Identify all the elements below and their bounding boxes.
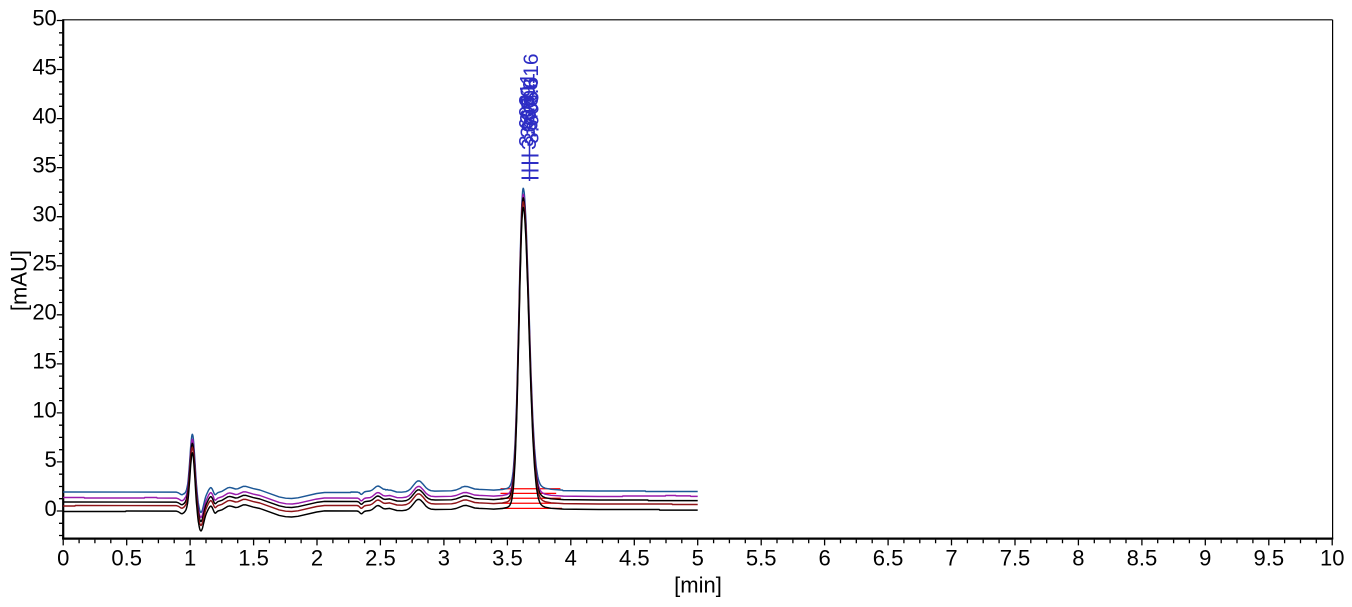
svg-text:9: 9 (1199, 546, 1211, 571)
svg-text:1: 1 (184, 546, 196, 571)
svg-text:5.5: 5.5 (746, 546, 777, 571)
svg-text:4.5: 4.5 (619, 546, 650, 571)
svg-text:3: 3 (438, 546, 450, 571)
svg-text:6.5: 6.5 (873, 546, 904, 571)
svg-text:9.5: 9.5 (1254, 546, 1285, 571)
svg-text:4: 4 (565, 546, 577, 571)
svg-text:40: 40 (32, 103, 56, 128)
svg-text:3.609: 3.609 (517, 85, 540, 138)
svg-text:6: 6 (818, 546, 830, 571)
svg-text:35: 35 (32, 152, 56, 177)
svg-text:8.5: 8.5 (1127, 546, 1158, 571)
svg-text:0.5: 0.5 (111, 546, 142, 571)
svg-text:15: 15 (32, 349, 56, 374)
svg-text:2.5: 2.5 (365, 546, 396, 571)
svg-text:3.616: 3.616 (520, 53, 543, 106)
svg-text:3.607: 3.607 (518, 97, 541, 150)
svg-text:45: 45 (32, 54, 56, 79)
svg-text:[mAU]: [mAU] (7, 250, 32, 311)
svg-text:2: 2 (311, 546, 323, 571)
svg-text:3.608: 3.608 (520, 78, 543, 131)
svg-text:[min]: [min] (674, 573, 722, 598)
svg-text:7.5: 7.5 (1000, 546, 1031, 571)
svg-text:10: 10 (1320, 546, 1344, 571)
svg-text:10: 10 (32, 398, 56, 423)
svg-text:30: 30 (32, 202, 56, 227)
svg-text:0: 0 (45, 496, 57, 521)
svg-text:20: 20 (32, 300, 56, 325)
svg-text:3.603: 3.603 (516, 94, 539, 147)
svg-text:50: 50 (32, 5, 56, 30)
svg-text:3.5: 3.5 (492, 546, 523, 571)
svg-text:5: 5 (45, 447, 57, 472)
svg-text:5: 5 (692, 546, 704, 571)
svg-text:1.5: 1.5 (238, 546, 269, 571)
svg-text:25: 25 (32, 251, 56, 276)
svg-text:0: 0 (57, 546, 69, 571)
svg-text:3.605: 3.605 (521, 91, 544, 144)
svg-text:3.611: 3.611 (517, 73, 540, 124)
svg-text:7: 7 (945, 546, 957, 571)
svg-text:8: 8 (1072, 546, 1084, 571)
